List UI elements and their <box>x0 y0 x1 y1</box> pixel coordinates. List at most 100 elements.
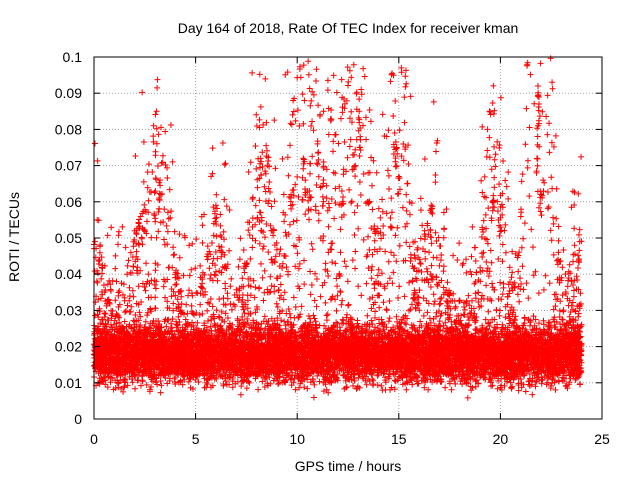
data-point <box>496 232 503 239</box>
data-point <box>241 310 248 317</box>
data-point <box>213 233 220 240</box>
data-point <box>252 309 259 316</box>
data-point <box>209 382 216 389</box>
data-point <box>412 275 419 282</box>
data-point <box>213 191 220 198</box>
data-point <box>378 270 385 277</box>
data-point <box>479 292 486 299</box>
data-point <box>366 107 373 114</box>
data-point <box>244 297 251 304</box>
data-point <box>372 308 379 315</box>
data-point <box>256 240 263 247</box>
data-point <box>398 153 405 160</box>
data-point <box>129 379 136 386</box>
data-point <box>522 141 529 148</box>
data-point <box>249 235 256 242</box>
data-point <box>272 253 279 260</box>
data-point <box>573 273 580 280</box>
data-point <box>552 132 559 139</box>
data-point <box>348 108 355 115</box>
data-point <box>175 313 182 320</box>
data-point <box>523 105 530 112</box>
data-point <box>549 79 556 86</box>
data-point <box>154 76 161 83</box>
data-point <box>212 248 219 255</box>
data-point <box>224 315 231 322</box>
data-point <box>107 287 114 294</box>
data-point <box>567 375 574 382</box>
data-point <box>368 305 375 312</box>
data-point <box>468 253 475 260</box>
data-point <box>518 178 525 185</box>
data-point <box>145 271 152 278</box>
data-point <box>339 94 346 101</box>
data-point <box>305 58 312 65</box>
data-point <box>431 301 438 308</box>
data-point <box>368 275 375 282</box>
data-point <box>500 158 507 165</box>
data-point <box>250 277 257 284</box>
data-point <box>479 224 486 231</box>
data-point <box>374 272 381 279</box>
data-point <box>324 311 331 318</box>
data-point <box>350 382 357 389</box>
data-point <box>167 122 174 129</box>
data-point <box>437 295 444 302</box>
data-point <box>196 311 203 318</box>
data-point <box>393 163 400 170</box>
data-point <box>333 307 340 314</box>
data-point <box>483 282 490 289</box>
data-point <box>325 272 332 279</box>
data-point <box>330 138 337 145</box>
data-point <box>425 386 432 393</box>
data-point <box>148 308 155 315</box>
data-point <box>255 386 262 393</box>
data-point <box>420 312 427 319</box>
data-point <box>546 149 553 156</box>
data-point <box>454 257 461 264</box>
data-point <box>540 286 547 293</box>
data-point <box>128 303 135 310</box>
data-point <box>236 256 243 263</box>
data-point <box>129 287 136 294</box>
data-point <box>421 384 428 391</box>
data-point <box>422 255 429 262</box>
data-point <box>152 111 159 118</box>
data-point <box>560 247 567 254</box>
data-point <box>253 111 260 118</box>
data-point <box>576 226 583 233</box>
data-point <box>529 391 536 398</box>
data-point <box>220 295 227 302</box>
data-point <box>341 258 348 265</box>
data-point <box>361 73 368 80</box>
data-point <box>209 170 216 177</box>
data-point <box>385 127 392 134</box>
data-point <box>391 386 398 393</box>
data-point <box>354 202 361 209</box>
data-point <box>204 243 211 250</box>
data-point <box>484 265 491 272</box>
data-point <box>535 290 542 297</box>
data-point <box>137 382 144 389</box>
data-point <box>379 208 386 215</box>
data-point <box>433 237 440 244</box>
data-point <box>575 313 582 320</box>
data-point <box>267 189 274 196</box>
data-points <box>90 55 585 401</box>
data-point <box>383 307 390 314</box>
data-point <box>186 287 193 294</box>
data-point <box>344 278 351 285</box>
data-point <box>494 138 501 145</box>
data-point <box>499 211 506 218</box>
data-point <box>547 55 554 62</box>
data-point <box>577 290 584 297</box>
data-point <box>94 311 101 318</box>
data-point <box>296 122 303 129</box>
data-point <box>259 149 266 156</box>
data-point <box>566 313 573 320</box>
data-point <box>278 317 285 324</box>
data-point <box>280 296 287 303</box>
data-point <box>387 78 394 85</box>
data-point <box>483 225 490 232</box>
